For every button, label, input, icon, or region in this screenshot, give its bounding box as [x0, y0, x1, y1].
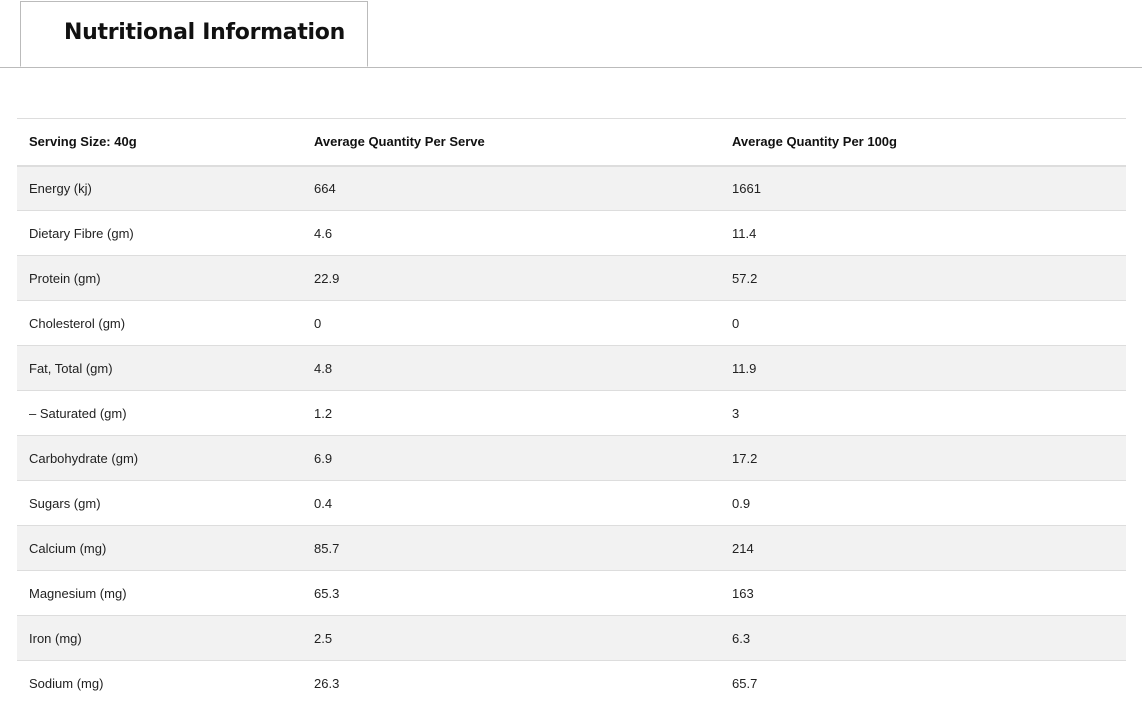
nutrient-value: 22.9: [302, 255, 720, 301]
table-row: Sugars (gm) 0.4 0.9: [17, 480, 1126, 526]
nutrient-value: 4.8: [302, 345, 720, 391]
tab[interactable]: Nutritional Information: [20, 1, 368, 67]
nutrient-value: 0.4: [302, 480, 720, 526]
table-row: Energy (kj) 664 1661: [17, 165, 1126, 211]
nutrient-value: 0.9: [720, 480, 1126, 526]
nutrient-value: 6.3: [720, 615, 1126, 661]
nutrient-value: 0: [720, 300, 1126, 346]
header-cell: Average Quantity Per 100g: [720, 118, 1126, 167]
nutrient-value: 17.2: [720, 435, 1126, 481]
table-row: Iron (mg) 2.5 6.3: [17, 615, 1126, 661]
nutrient-value: 4.6: [302, 210, 720, 256]
nutrient-value: 1661: [720, 165, 1126, 211]
header-cell: Average Quantity Per Serve: [302, 118, 720, 167]
nutrient-value: 214: [720, 525, 1126, 571]
nutrient-name: Iron (mg): [17, 615, 302, 661]
table-row: Carbohydrate (gm) 6.9 17.2: [17, 435, 1126, 481]
tab-bar-line: [0, 67, 1142, 68]
nutrient-name: Fat, Total (gm): [17, 345, 302, 391]
nutrient-value: 26.3: [302, 660, 720, 703]
nutrient-name: Calcium (mg): [17, 525, 302, 571]
header-row: Serving Size: 40g Average Quantity Per Se…: [17, 118, 1126, 167]
nutrient-value: 11.4: [720, 210, 1126, 256]
nutrient-value: 664: [302, 165, 720, 211]
table-row: Fat, Total (gm) 4.8 11.9: [17, 345, 1126, 391]
nutrient-value: 65.3: [302, 570, 720, 616]
nutrient-value: 1.2: [302, 390, 720, 436]
nutrient-name: – Saturated (gm): [17, 390, 302, 436]
nutrient-value: 11.9: [720, 345, 1126, 391]
table-row: – Saturated (gm) 1.2 3: [17, 390, 1126, 436]
table-row: Protein (gm) 22.9 57.2: [17, 255, 1126, 301]
nutrient-name: Cholesterol (gm): [17, 300, 302, 346]
table-row: Calcium (mg) 85.7 214: [17, 525, 1126, 571]
table-row: Magnesium (mg) 65.3 163: [17, 570, 1126, 616]
nutrient-value: 57.2: [720, 255, 1126, 301]
nutrient-value: 3: [720, 390, 1126, 436]
nutrient-name: Energy (kj): [17, 165, 302, 211]
nutrient-value: 85.7: [302, 525, 720, 571]
nutrient-name: Sugars (gm): [17, 480, 302, 526]
nutrient-name: Sodium (mg): [17, 660, 302, 703]
header-cell: Serving Size: 40g: [17, 118, 302, 167]
nutrient-name: Magnesium (mg): [17, 570, 302, 616]
nutrient-name: Dietary Fibre (gm): [17, 210, 302, 256]
nutrient-value: 65.7: [720, 660, 1126, 703]
tab-title[interactable]: Nutritional Information: [64, 20, 345, 45]
nutrient-value: 2.5: [302, 615, 720, 661]
nutrition-table: Serving Size: 40g Average Quantity Per Se…: [17, 118, 1126, 703]
table-row: Sodium (mg) 26.3 65.7: [17, 660, 1126, 703]
nutrient-name: Protein (gm): [17, 255, 302, 301]
nutrient-value: 163: [720, 570, 1126, 616]
nutrient-name: Carbohydrate (gm): [17, 435, 302, 481]
table-row: Cholesterol (gm) 0 0: [17, 300, 1126, 346]
nutrient-value: 6.9: [302, 435, 720, 481]
nutrient-value: 0: [302, 300, 720, 346]
table-row: Dietary Fibre (gm) 4.6 11.4: [17, 210, 1126, 256]
